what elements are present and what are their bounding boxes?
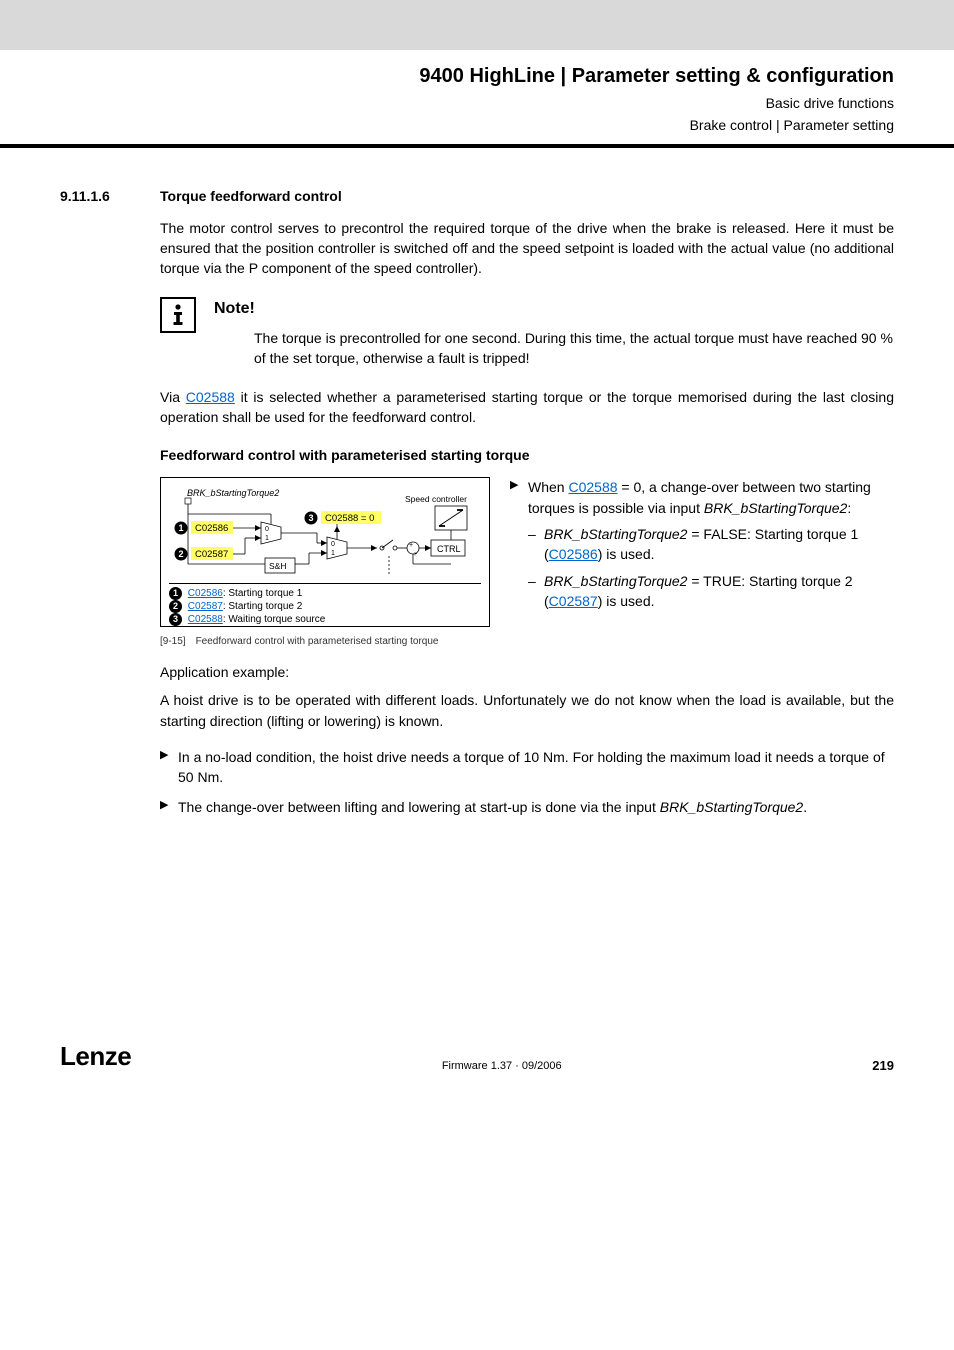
diagram-footer: 1 C02586: Starting torque 1 2 C02587: St… [169,583,481,626]
diagram-signal-label: BRK_bStartingTorque2 [187,488,279,498]
diagram-svg-wrap: BRK_bStartingTorque2 Speed controller [169,486,481,581]
circle-2-icon: 2 [169,600,182,613]
rb1-pre: When [528,479,568,495]
app-bullet-list: In a no-load condition, the hoist drive … [160,747,894,818]
right-bullet-list: When C02588 = 0, a change-over between t… [510,477,894,611]
note-box: Note! The torque is precontrolled for on… [160,297,894,369]
diagram-eq-label: C02588 = 0 [325,513,374,524]
svg-text:1: 1 [265,535,269,542]
note-title: Note! [214,297,894,320]
link-rb1[interactable]: C02588 [568,479,617,495]
s2-end: ) is used. [598,593,655,609]
app-b2-ital: BRK_bStartingTorque2 [660,799,803,815]
sub-bullet-2: BRK_bStartingTorque2 = TRUE: Starting to… [528,571,894,612]
link-foot-c02587[interactable]: C02587 [188,601,223,612]
top-gray-band [0,0,954,50]
circle-3-icon: 3 [169,613,182,626]
diagram-c2-label: C02587 [195,549,228,560]
svg-text:+: + [413,551,417,558]
link-s1[interactable]: C02586 [549,546,598,562]
header-sub1: Basic drive functions [60,93,894,113]
app-p1: A hoist drive is to be operated with dif… [160,690,894,731]
caption-tag: [9-15] [160,635,186,650]
s1-end: ) is used. [598,546,655,562]
via-paragraph: Via C02588 it is selected whether a para… [160,387,894,428]
page-header: 9400 HighLine | Parameter setting & conf… [0,50,954,148]
right-sub-list: BRK_bStartingTorque2 = FALSE: Starting t… [528,524,894,611]
diagram-c1-label: C02586 [195,523,228,534]
intro-paragraph: The motor control serves to precontrol t… [160,218,894,279]
svg-text:+: + [409,542,413,549]
svg-text:2: 2 [178,549,183,559]
link-c02588[interactable]: C02588 [186,389,235,405]
lenze-logo: Lenze [60,1038,131,1076]
note-content: Note! The torque is precontrolled for on… [214,297,894,369]
right-bullet-1: When C02588 = 0, a change-over between t… [510,477,894,611]
s2-ital: BRK_bStartingTorque2 [544,573,687,589]
figure-caption: [9-15] Feedforward control with paramete… [160,635,490,650]
speed-controller-label: Speed controller [405,494,467,504]
foot2-text: : Starting torque 2 [223,601,303,612]
rb1-ital: BRK_bStartingTorque2 [704,500,847,516]
app-bullet-2: The change-over between lifting and lowe… [160,797,894,817]
header-title: 9400 HighLine | Parameter setting & conf… [60,62,894,91]
via-post: it is selected whether a parameterised s… [160,389,894,425]
sub-bullet-1: BRK_bStartingTorque2 = FALSE: Starting t… [528,524,894,565]
s1-ital: BRK_bStartingTorque2 [544,526,687,542]
section-title: Torque feedforward control [160,186,342,206]
section-heading-row: 9.11.1.6 Torque feedforward control [60,186,894,206]
page-footer: Lenze Firmware 1.37 · 09/2006 219 [0,1038,954,1104]
svg-text:1: 1 [178,523,183,533]
diagram-box: BRK_bStartingTorque2 Speed controller [160,477,490,627]
header-sub2: Brake control | Parameter setting [60,115,894,135]
link-foot-c02588[interactable]: C02588 [188,614,223,625]
info-icon [160,297,196,333]
foot1-text: : Starting torque 1 [223,588,303,599]
svg-text:3: 3 [308,513,313,523]
svg-text:0: 0 [331,541,335,548]
app-b2-pre: The change-over between lifting and lowe… [178,799,660,815]
page-number: 219 [872,1057,894,1076]
app-bullet-1: In a no-load condition, the hoist drive … [160,747,894,788]
svg-text:1: 1 [331,550,335,557]
firmware-text: Firmware 1.37 · 09/2006 [442,1059,562,1075]
link-foot-c02586[interactable]: C02586 [188,588,223,599]
link-s2[interactable]: C02587 [549,593,598,609]
via-pre: Via [160,389,186,405]
diagram-column: BRK_bStartingTorque2 Speed controller [160,477,490,650]
section-number: 9.11.1.6 [60,186,140,206]
note-body: The torque is precontrolled for one seco… [254,328,894,369]
caption-text: Feedforward control with parameterised s… [196,635,439,650]
right-text-column: When C02588 = 0, a change-over between t… [510,477,894,621]
content-area: 9.11.1.6 Torque feedforward control The … [0,148,954,818]
circle-1-icon: 1 [169,587,182,600]
foot3-text: : Waiting torque source [223,614,325,625]
sh-label: S&H [269,561,286,571]
sub-heading: Feedforward control with parameterised s… [160,445,894,465]
app-b2-post: . [803,799,807,815]
ctrl-label: CTRL [437,544,461,554]
svg-text:0: 0 [265,526,269,533]
two-column-row: BRK_bStartingTorque2 Speed controller [160,477,894,650]
body-indent: The motor control serves to precontrol t… [160,218,894,818]
app-head: Application example: [160,662,894,682]
